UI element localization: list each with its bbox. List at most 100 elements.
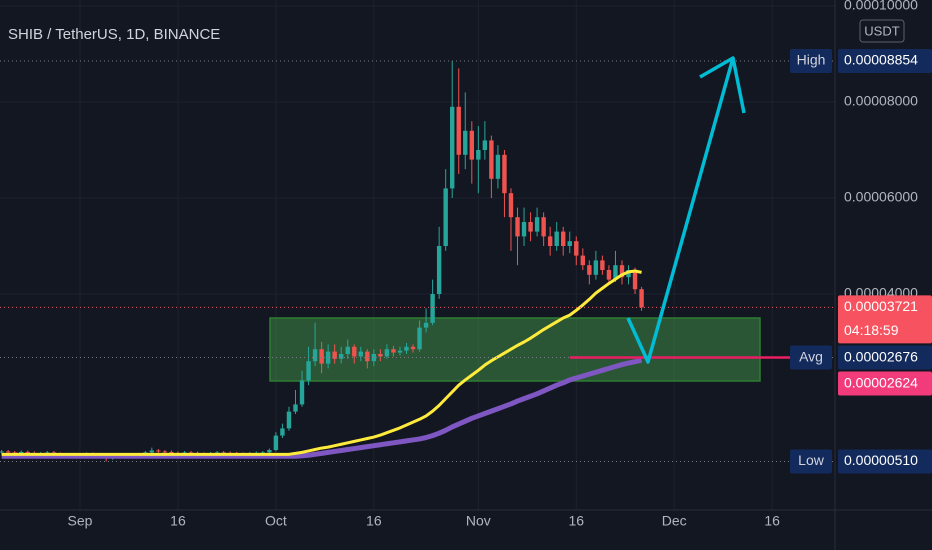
candle-body <box>410 346 416 350</box>
candle-body <box>25 451 30 453</box>
x-tick-label: Sep <box>68 513 93 529</box>
candle-body <box>339 354 344 359</box>
candle-body <box>469 130 474 160</box>
candle-body <box>371 354 377 362</box>
y-tick-label: 0.00008000 <box>844 93 918 109</box>
price-tag-box <box>790 345 832 370</box>
candle-body <box>19 451 24 454</box>
candle-body <box>561 231 566 246</box>
candle-wick <box>314 322 316 366</box>
axes: 0.000100000.000080000.000060000.00004000… <box>68 0 932 529</box>
candle-wick <box>294 390 296 414</box>
price-box <box>838 49 932 74</box>
price-tag-box <box>790 49 832 74</box>
price-tag: Low <box>798 452 825 468</box>
candle-wick <box>425 308 427 333</box>
candle-body <box>345 346 350 354</box>
candle-body <box>443 188 448 246</box>
candle-body <box>267 450 272 453</box>
candle-body <box>489 140 494 179</box>
candle-body <box>280 428 285 436</box>
candle-body <box>430 294 435 323</box>
candle-body <box>554 231 559 246</box>
price-tag: Avg <box>799 348 823 364</box>
candle-body <box>619 265 625 278</box>
candle-body <box>306 361 311 381</box>
price-box <box>838 449 932 474</box>
candle-body <box>600 260 605 270</box>
candle-body <box>358 351 363 357</box>
candle-body <box>567 241 572 246</box>
candle-body <box>508 193 514 218</box>
candle-body <box>417 327 422 350</box>
price-label: 0.00002676 <box>844 348 918 364</box>
projection-arrow <box>626 56 746 364</box>
candle-body <box>541 217 546 237</box>
arrow-path <box>626 57 735 364</box>
candle-body <box>476 150 481 160</box>
candle-body <box>156 450 161 452</box>
candle-body <box>463 130 468 155</box>
price-label: 0.00000510 <box>844 452 918 468</box>
arrow-head <box>699 56 746 114</box>
candle-body <box>521 222 527 237</box>
x-tick-label: 16 <box>568 513 584 529</box>
candle-body <box>0 451 4 453</box>
candle-body <box>149 450 155 453</box>
y-tick-label: 0.00010000 <box>844 0 918 13</box>
candle-body <box>286 411 292 429</box>
chart-title: SHIB / TetherUS, 1D, BINANCE <box>8 26 220 43</box>
candle-body <box>534 217 540 232</box>
candle-body <box>482 140 488 150</box>
x-tick-label: Oct <box>265 513 287 529</box>
candle-body <box>502 154 507 194</box>
currency[interactable]: USDT <box>864 23 899 38</box>
ma-line <box>1 269 642 456</box>
candle-body <box>404 346 409 351</box>
candle-wick <box>517 207 519 266</box>
candle-body <box>423 322 429 328</box>
candle-body <box>547 236 553 246</box>
candle-body <box>593 260 599 275</box>
x-tick-label: 16 <box>366 513 382 529</box>
price-box <box>838 345 932 370</box>
currency-box[interactable] <box>859 19 905 43</box>
candle-body <box>613 265 618 280</box>
candle-body <box>587 265 592 275</box>
candle-body <box>365 351 370 362</box>
candle-body <box>495 154 501 179</box>
candle-body <box>639 289 644 308</box>
candle-body <box>293 404 298 412</box>
price-box <box>838 371 932 396</box>
candle-body <box>528 222 533 232</box>
price-label: 0.00003721 <box>844 298 918 314</box>
plot-area <box>0 60 835 463</box>
candle-body <box>580 255 586 266</box>
x-tick-label: Dec <box>662 513 687 529</box>
candle-body <box>332 351 337 359</box>
price-tag: High <box>797 52 826 68</box>
price-label: 0.00008854 <box>844 52 918 68</box>
support-zone <box>269 317 761 382</box>
candle-body <box>5 451 11 453</box>
y-tick-label: 0.00006000 <box>844 189 918 205</box>
candle-body <box>397 350 403 353</box>
candle-body <box>632 270 638 290</box>
candle-body <box>574 241 579 256</box>
candle-body <box>378 354 383 357</box>
candle-wick <box>510 188 512 251</box>
candle-body <box>515 217 520 237</box>
candle-body <box>273 435 279 450</box>
candle-body <box>391 349 396 353</box>
x-tick-label: 16 <box>764 513 780 529</box>
countdown: 04:18:59 <box>844 322 899 338</box>
candle-body <box>606 270 612 280</box>
candle-body <box>162 451 168 453</box>
candle-body <box>456 106 461 155</box>
candle-body <box>352 346 357 357</box>
price-box <box>838 295 932 344</box>
candle-body <box>299 380 305 405</box>
price-label: 0.00002624 <box>844 374 918 390</box>
price-tag-box <box>790 449 832 474</box>
